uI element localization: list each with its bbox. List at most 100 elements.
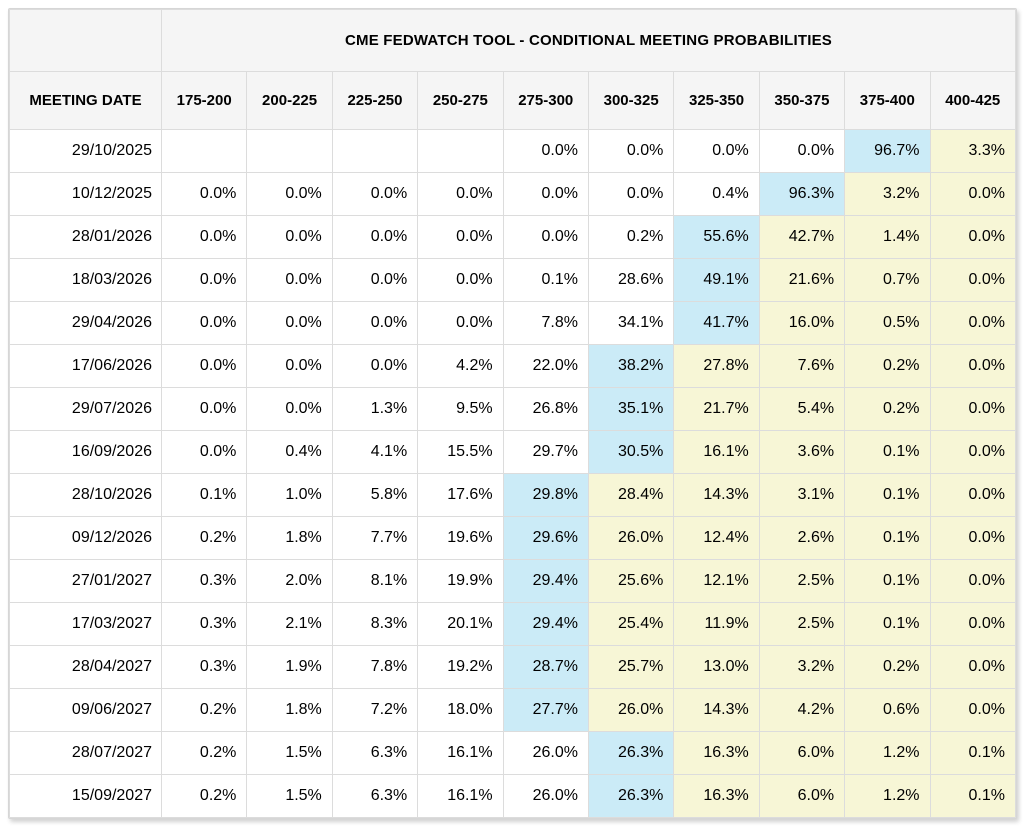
probability-cell: 25.4% — [587, 602, 675, 646]
probability-cell: 1.0% — [246, 473, 333, 517]
probability-cell: 8.3% — [331, 602, 419, 646]
probability-cell: 1.5% — [246, 731, 333, 775]
probability-cell: 19.6% — [417, 516, 504, 560]
probability-cell: 12.4% — [673, 516, 760, 560]
probability-cell: 0.2% — [160, 731, 248, 775]
probability-cell: 16.1% — [673, 430, 760, 474]
probability-cell: 26.3% — [587, 774, 675, 818]
probability-cell: 0.0% — [331, 258, 419, 302]
probability-cell: 0.1% — [929, 731, 1016, 775]
column-header-bin: 400-425 — [929, 71, 1016, 130]
meeting-date-cell: 09/06/2027 — [9, 688, 162, 732]
probability-cell: 0.0% — [929, 172, 1016, 216]
probability-cell: 0.0% — [246, 301, 333, 345]
probability-cell: 1.4% — [844, 215, 931, 259]
column-header-bin: 375-400 — [844, 71, 931, 130]
probability-cell: 0.0% — [417, 215, 504, 259]
probability-cell: 0.0% — [417, 172, 504, 216]
probability-cell: 0.2% — [160, 774, 248, 818]
probability-cell: 12.1% — [673, 559, 760, 603]
probability-cell: 13.0% — [673, 645, 760, 689]
column-header-bin: 225-250 — [331, 71, 419, 130]
probability-cell: 0.2% — [844, 344, 931, 388]
bins-row: MEETING DATE 175-200 200-225 225-250 250-27… — [9, 71, 1016, 130]
table-body: 29/10/2025 0.0% 0.0% 0.0% 0.0% 96.7% 3.3% 10/12… — [9, 129, 1016, 818]
probability-cell — [160, 129, 248, 173]
meeting-date-cell: 09/12/2026 — [9, 516, 162, 560]
meeting-date-cell: 29/07/2026 — [9, 387, 162, 431]
probability-cell: 28.7% — [502, 645, 589, 689]
probability-cell: 42.7% — [758, 215, 846, 259]
meeting-date-header: MEETING DATE — [9, 71, 162, 130]
probability-cell: 16.3% — [673, 774, 760, 818]
probability-cell: 0.0% — [417, 301, 504, 345]
meeting-date-cell: 17/03/2027 — [9, 602, 162, 646]
probability-cell: 18.0% — [417, 688, 504, 732]
probability-cell: 4.2% — [758, 688, 846, 732]
probability-cell: 30.5% — [587, 430, 675, 474]
meeting-date-cell: 27/01/2027 — [9, 559, 162, 603]
probability-cell: 7.7% — [331, 516, 419, 560]
probability-cell: 0.0% — [502, 172, 589, 216]
probability-cell: 26.8% — [502, 387, 589, 431]
probability-cell: 0.3% — [160, 602, 248, 646]
table-row: 10/12/2025 0.0% 0.0% 0.0% 0.0% 0.0% 0.0% 0.4% 96… — [9, 172, 1016, 216]
probability-cell: 29.7% — [502, 430, 589, 474]
title-row: CME FEDWATCH TOOL - CONDITIONAL MEETING … — [9, 9, 1016, 72]
probability-cell: 0.1% — [844, 516, 931, 560]
probability-cell: 96.3% — [758, 172, 846, 216]
probability-cell: 29.4% — [502, 559, 589, 603]
probability-cell: 0.1% — [160, 473, 248, 517]
probability-cell: 0.0% — [331, 344, 419, 388]
probability-cell: 16.1% — [417, 731, 504, 775]
column-header-bin: 300-325 — [587, 71, 675, 130]
probability-cell: 26.0% — [587, 688, 675, 732]
probability-cell: 16.3% — [673, 731, 760, 775]
probability-cell: 0.0% — [587, 129, 675, 173]
probability-cell: 16.0% — [758, 301, 846, 345]
probability-cell: 34.1% — [587, 301, 675, 345]
probability-cell: 0.0% — [673, 129, 760, 173]
probability-cell: 96.7% — [844, 129, 931, 173]
table-row: 28/10/2026 0.1% 1.0% 5.8% 17.6% 29.8% 28.4% 14.… — [9, 473, 1016, 517]
probability-cell: 0.0% — [929, 430, 1016, 474]
probability-cell: 16.1% — [417, 774, 504, 818]
probability-cell: 6.3% — [331, 731, 419, 775]
table-row: 15/09/2027 0.2% 1.5% 6.3% 16.1% 26.0% 26.3% 16.… — [9, 774, 1016, 818]
probability-cell: 6.3% — [331, 774, 419, 818]
table-row: 27/01/2027 0.3% 2.0% 8.1% 19.9% 29.4% 25.6% 12.… — [9, 559, 1016, 603]
probability-cell: 4.2% — [417, 344, 504, 388]
probability-cell: 0.6% — [844, 688, 931, 732]
probability-cell: 0.0% — [929, 645, 1016, 689]
table-row: 16/09/2026 0.0% 0.4% 4.1% 15.5% 29.7% 30.5% 16.… — [9, 430, 1016, 474]
fedwatch-probabilities-card: CME FEDWATCH TOOL - CONDITIONAL MEETING … — [8, 8, 1017, 819]
probability-cell: 0.0% — [929, 387, 1016, 431]
probability-cell: 22.0% — [502, 344, 589, 388]
corner-cell — [9, 9, 162, 72]
probability-cell: 26.0% — [502, 774, 589, 818]
column-header-bin: 350-375 — [758, 71, 846, 130]
table-row: 29/04/2026 0.0% 0.0% 0.0% 0.0% 7.8% 34.1% 41.7%… — [9, 301, 1016, 345]
probability-cell: 0.0% — [331, 301, 419, 345]
probability-cell: 7.8% — [331, 645, 419, 689]
probability-cell: 0.0% — [929, 301, 1016, 345]
probability-cell: 25.7% — [587, 645, 675, 689]
probability-cell: 0.0% — [160, 172, 248, 216]
probability-cell: 0.2% — [160, 688, 248, 732]
probability-cell: 0.0% — [929, 516, 1016, 560]
probability-cell: 1.5% — [246, 774, 333, 818]
meeting-date-cell: 28/01/2026 — [9, 215, 162, 259]
probability-cell: 0.1% — [502, 258, 589, 302]
meeting-date-cell: 18/03/2026 — [9, 258, 162, 302]
probability-cell: 21.6% — [758, 258, 846, 302]
probability-cell: 0.2% — [844, 387, 931, 431]
table-header: CME FEDWATCH TOOL - CONDITIONAL MEETING … — [9, 9, 1016, 130]
probability-cell: 2.5% — [758, 559, 846, 603]
meeting-date-cell: 16/09/2026 — [9, 430, 162, 474]
probability-cell: 49.1% — [673, 258, 760, 302]
column-header-bin: 250-275 — [417, 71, 504, 130]
probability-cell: 0.0% — [246, 215, 333, 259]
probability-cell: 17.6% — [417, 473, 504, 517]
probability-cell: 14.3% — [673, 688, 760, 732]
probability-cell: 21.7% — [673, 387, 760, 431]
